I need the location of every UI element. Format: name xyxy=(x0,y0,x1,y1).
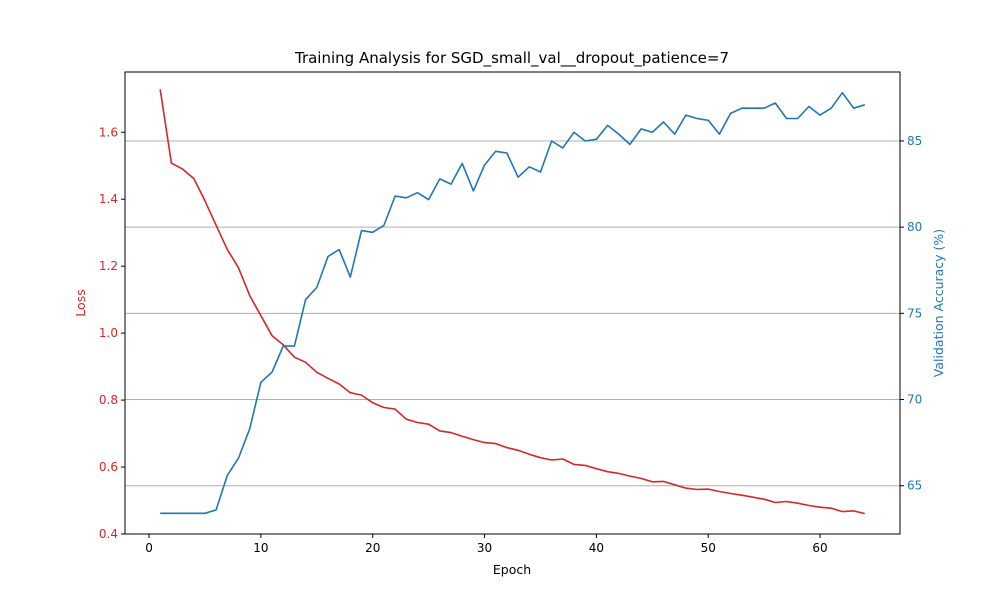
left-y-tick-label: 1.4 xyxy=(99,192,118,206)
left-y-tick-label: 1.0 xyxy=(99,326,118,340)
x-axis-label: Epoch xyxy=(493,562,531,577)
right-y-tick-label: 85 xyxy=(907,134,922,148)
left-y-tick-label: 0.6 xyxy=(99,460,118,474)
right-y-tick-label: 65 xyxy=(907,479,922,493)
right-y-tick-label: 80 xyxy=(907,220,922,234)
left-y-axis: 0.4 0.6 0.8 1.0 1.2 1.4 1.6 xyxy=(99,125,125,541)
x-tick-label: 10 xyxy=(253,541,268,555)
plot-frame xyxy=(124,71,901,535)
accuracy-line xyxy=(160,91,866,515)
grid xyxy=(125,140,900,487)
x-tick-label: 40 xyxy=(589,541,604,555)
x-tick-label: 0 xyxy=(145,541,153,555)
left-y-tick-label: 1.6 xyxy=(99,125,118,139)
right-y-tick-label: 70 xyxy=(907,393,922,407)
left-y-tick-label: 0.4 xyxy=(99,527,118,541)
right-y-axis: 65 70 75 80 85 xyxy=(900,134,922,493)
left-y-tick-label: 0.8 xyxy=(99,393,118,407)
chart-title: Training Analysis for SGD_small_val__dro… xyxy=(294,49,729,68)
x-tick-label: 30 xyxy=(477,541,492,555)
loss-line xyxy=(159,89,865,515)
x-tick-label: 20 xyxy=(365,541,380,555)
x-tick-label: 50 xyxy=(701,541,716,555)
right-y-axis-label: Validation Accuracy (%) xyxy=(931,229,946,377)
x-tick-label: 60 xyxy=(812,541,827,555)
left-y-tick-label: 1.2 xyxy=(99,259,118,273)
loss-series xyxy=(159,89,865,515)
accuracy-series xyxy=(160,91,866,515)
left-y-axis-label: Loss xyxy=(73,289,88,316)
right-y-tick-label: 75 xyxy=(907,306,922,320)
x-axis: 0 10 20 30 40 50 60 xyxy=(145,534,828,555)
